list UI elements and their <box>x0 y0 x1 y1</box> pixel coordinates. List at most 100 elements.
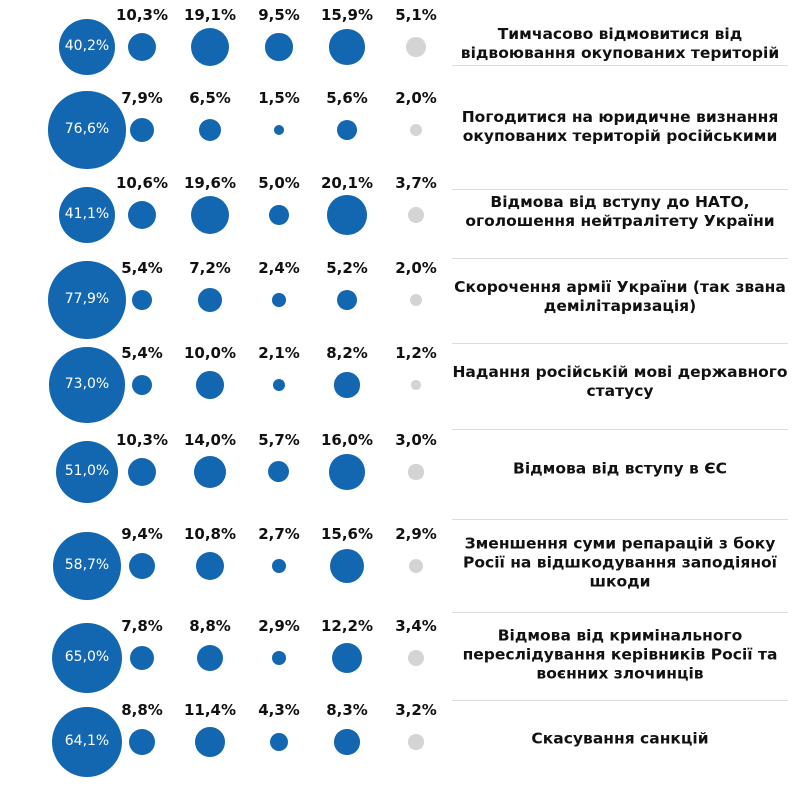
value-label: 10,3% <box>115 6 169 24</box>
value-label: 2,0% <box>395 259 437 277</box>
value-bubble <box>406 37 426 57</box>
value-bubble <box>408 558 424 574</box>
value-label: 16,0% <box>320 431 374 449</box>
main-value-label: 73,0% <box>64 376 110 392</box>
value-bubble <box>131 374 153 396</box>
main-value-label: 41,1% <box>64 206 110 222</box>
value-bubble <box>269 732 289 752</box>
row-separator <box>452 65 788 66</box>
value-bubble <box>128 552 156 580</box>
value-label: 2,9% <box>395 525 437 543</box>
value-label: 9,4% <box>121 525 163 543</box>
row-label: Тимчасово відмовитися від відвоювання ок… <box>460 25 780 62</box>
value-label: 5,6% <box>326 89 368 107</box>
main-bubble <box>53 532 121 600</box>
main-value-label: 64,1% <box>64 733 110 749</box>
value-bubble <box>329 454 365 490</box>
value-label: 5,4% <box>121 259 163 277</box>
value-bubble <box>129 645 155 671</box>
value-bubble <box>190 195 230 235</box>
value-label: 7,8% <box>121 617 163 635</box>
value-label: 3,7% <box>395 174 437 192</box>
value-label: 11,4% <box>183 701 237 719</box>
row-separator <box>452 700 788 701</box>
value-label: 8,8% <box>121 701 163 719</box>
value-bubble <box>331 642 363 674</box>
value-bubble <box>131 289 153 311</box>
value-bubble <box>195 727 225 757</box>
main-bubble <box>48 91 126 169</box>
value-label: 7,2% <box>189 259 231 277</box>
value-label: 7,9% <box>121 89 163 107</box>
value-bubble <box>407 649 425 667</box>
main-value-label: 58,7% <box>64 557 110 573</box>
main-bubble <box>48 261 126 339</box>
value-label: 5,4% <box>121 344 163 362</box>
value-label: 5,0% <box>258 174 300 192</box>
value-bubble <box>327 195 367 235</box>
value-bubble <box>271 558 287 574</box>
value-label: 19,1% <box>183 6 237 24</box>
value-bubble <box>195 551 225 581</box>
main-value-label: 51,0% <box>64 463 110 479</box>
row-label: Погодитися на юридичне визнання окупован… <box>461 108 779 145</box>
value-bubble <box>329 29 365 65</box>
value-label: 12,2% <box>320 617 374 635</box>
main-bubble <box>51 706 123 778</box>
value-label: 9,5% <box>258 6 300 24</box>
value-bubble <box>196 371 224 399</box>
value-label: 3,2% <box>395 701 437 719</box>
value-bubble <box>198 288 222 312</box>
value-label: 15,9% <box>320 6 374 24</box>
row-label: Надання російській мові державного стату… <box>452 363 788 400</box>
main-value-label: 65,0% <box>64 649 110 665</box>
row-separator <box>452 257 788 259</box>
value-bubble <box>408 464 424 480</box>
value-label: 10,3% <box>115 431 169 449</box>
value-bubble <box>409 293 423 307</box>
value-bubble <box>272 293 286 307</box>
value-label: 1,2% <box>395 344 437 362</box>
value-label: 2,7% <box>258 525 300 543</box>
value-label: 10,8% <box>183 525 237 543</box>
value-label: 20,1% <box>320 174 374 192</box>
row-label: Скорочення армії України (так звана демі… <box>454 278 786 315</box>
value-bubble <box>336 119 358 141</box>
value-bubble <box>193 455 227 489</box>
value-bubble <box>198 118 222 142</box>
value-bubble <box>336 289 358 311</box>
value-bubble <box>268 461 290 483</box>
value-label: 5,7% <box>258 431 300 449</box>
value-label: 19,6% <box>183 174 237 192</box>
main-bubble <box>58 186 116 244</box>
value-bubble <box>127 200 157 230</box>
value-label: 8,2% <box>326 344 368 362</box>
value-bubble <box>271 650 287 666</box>
value-bubble <box>265 33 293 61</box>
main-value-label: 40,2% <box>64 38 110 54</box>
value-label: 2,1% <box>258 344 300 362</box>
value-bubble <box>127 457 157 487</box>
value-bubble <box>269 205 289 225</box>
main-value-label: 76,6% <box>64 121 110 137</box>
row-separator <box>452 342 788 344</box>
row-separator <box>452 519 788 520</box>
value-label: 3,4% <box>395 617 437 635</box>
main-value-label: 77,9% <box>64 291 110 307</box>
value-label: 5,2% <box>326 259 368 277</box>
value-bubble <box>127 32 157 62</box>
value-bubble <box>272 378 286 392</box>
value-label: 1,5% <box>258 89 300 107</box>
value-label: 15,6% <box>320 525 374 543</box>
row-separator <box>452 188 788 190</box>
row-label: Відмова від кримінального переслідування… <box>462 626 778 683</box>
value-bubble <box>128 728 156 756</box>
main-bubble <box>49 347 125 423</box>
value-bubble <box>409 123 423 137</box>
value-label: 2,0% <box>395 89 437 107</box>
value-label: 3,0% <box>395 431 437 449</box>
value-bubble <box>273 124 285 136</box>
value-bubble <box>408 734 424 750</box>
value-label: 5,1% <box>395 6 437 24</box>
